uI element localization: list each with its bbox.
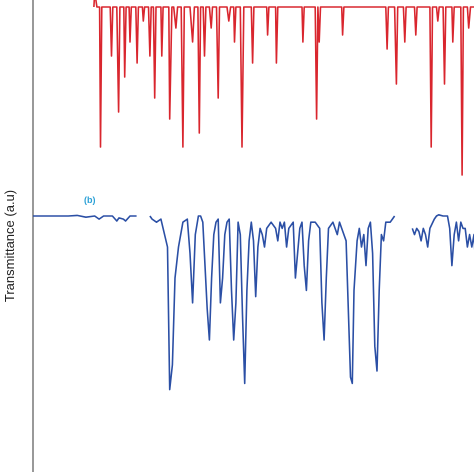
panel-label-b: (b): [84, 195, 96, 205]
spectrum-series-b: [33, 214, 474, 391]
spectra-layer: [33, 0, 474, 391]
spectrum-series-a: [93, 0, 474, 176]
y-axis-label: Transmittance (a.u): [2, 190, 17, 302]
